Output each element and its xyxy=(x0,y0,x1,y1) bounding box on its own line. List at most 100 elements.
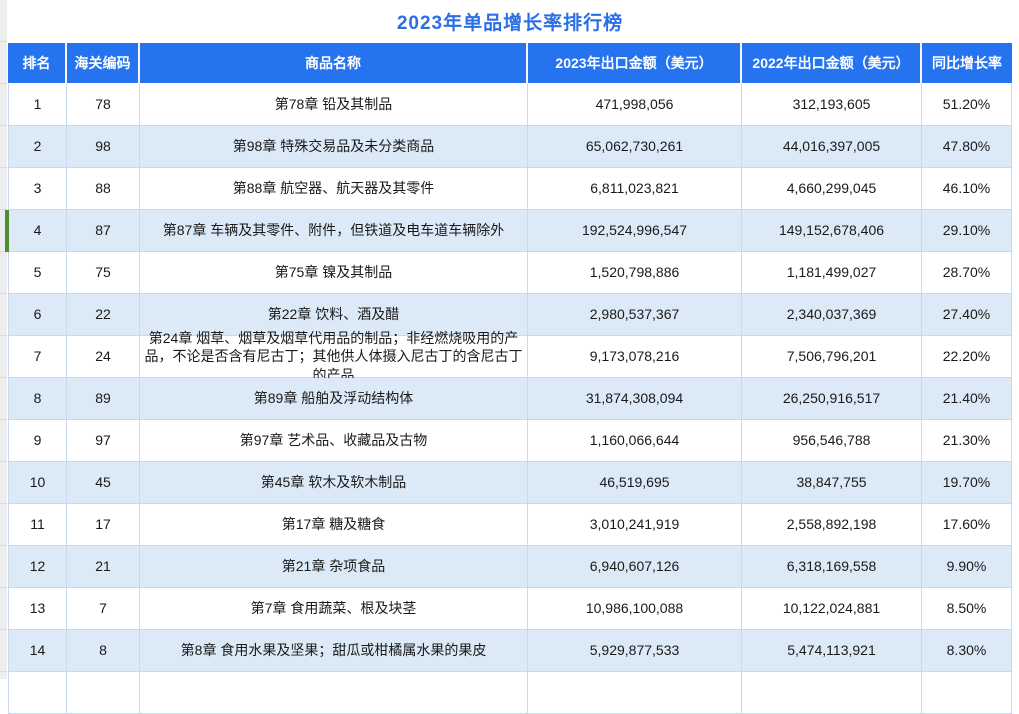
cell-growth-rate[interactable]: 22.20% xyxy=(922,336,1012,378)
table-row[interactable]: 9 97 第97章 艺术品、收藏品及古物 1,160,066,644 956,5… xyxy=(8,420,1012,462)
cell-rank[interactable]: 9 xyxy=(8,420,67,462)
cell-growth-rate[interactable]: 17.60% xyxy=(922,504,1012,546)
cell-export-2022[interactable]: 312,193,605 xyxy=(742,84,922,126)
cell-hs-code[interactable]: 88 xyxy=(67,168,140,210)
cell-product-name[interactable]: 第21章 杂项食品 xyxy=(140,546,528,588)
cell-hs-code[interactable]: 98 xyxy=(67,126,140,168)
table-row[interactable]: 7 24 第24章 烟草、烟草及烟草代用品的制品；非经燃烧吸用的产品，不论是否含… xyxy=(8,330,1012,383)
cell-hs-code[interactable] xyxy=(67,672,140,714)
cell-export-2023[interactable]: 5,929,877,533 xyxy=(528,630,742,672)
cell-rank[interactable]: 10 xyxy=(8,462,67,504)
cell-export-2022[interactable]: 44,016,397,005 xyxy=(742,126,922,168)
cell-export-2023[interactable]: 6,811,023,821 xyxy=(528,168,742,210)
cell-product-name[interactable] xyxy=(140,672,528,714)
cell-growth-rate[interactable]: 47.80% xyxy=(922,126,1012,168)
cell-product-name[interactable]: 第75章 镍及其制品 xyxy=(140,252,528,294)
cell-export-2022[interactable]: 956,546,788 xyxy=(742,420,922,462)
cell-hs-code[interactable]: 22 xyxy=(67,294,140,336)
table-row[interactable]: 3 88 第88章 航空器、航天器及其零件 6,811,023,821 4,66… xyxy=(8,168,1012,210)
cell-hs-code[interactable]: 24 xyxy=(67,336,140,378)
cell-rank[interactable]: 1 xyxy=(8,84,67,126)
cell-export-2023[interactable]: 192,524,996,547 xyxy=(528,210,742,252)
header-cell-export-2022[interactable]: 2022年出口金额（美元） xyxy=(742,43,922,83)
cell-export-2022[interactable]: 26,250,916,517 xyxy=(742,378,922,420)
cell-hs-code[interactable]: 97 xyxy=(67,420,140,462)
cell-hs-code[interactable]: 89 xyxy=(67,378,140,420)
cell-growth-rate[interactable]: 8.50% xyxy=(922,588,1012,630)
cell-export-2023[interactable]: 1,160,066,644 xyxy=(528,420,742,462)
cell-export-2023[interactable]: 471,998,056 xyxy=(528,84,742,126)
header-cell-export-2023[interactable]: 2023年出口金额（美元） xyxy=(528,43,742,83)
cell-hs-code[interactable]: 17 xyxy=(67,504,140,546)
cell-hs-code[interactable]: 21 xyxy=(67,546,140,588)
cell-export-2023[interactable] xyxy=(528,672,742,714)
table-row[interactable]: 6 22 第22章 饮料、酒及醋 2,980,537,367 2,340,037… xyxy=(8,294,1012,336)
cell-export-2022[interactable]: 1,181,499,027 xyxy=(742,252,922,294)
cell-export-2023[interactable]: 46,519,695 xyxy=(528,462,742,504)
cell-export-2022[interactable] xyxy=(742,672,922,714)
table-row[interactable]: 10 45 第45章 软木及软木制品 46,519,695 38,847,755… xyxy=(8,462,1012,504)
cell-hs-code[interactable]: 78 xyxy=(67,84,140,126)
cell-rank[interactable]: 3 xyxy=(8,168,67,210)
cell-product-name[interactable]: 第89章 船舶及浮动结构体 xyxy=(140,378,528,420)
table-row[interactable]: 13 7 第7章 食用蔬菜、根及块茎 10,986,100,088 10,122… xyxy=(8,588,1012,630)
cell-export-2022[interactable]: 2,340,037,369 xyxy=(742,294,922,336)
cell-growth-rate[interactable]: 9.90% xyxy=(922,546,1012,588)
cell-hs-code[interactable]: 75 xyxy=(67,252,140,294)
cell-rank[interactable] xyxy=(8,672,67,714)
table-row[interactable]: 12 21 第21章 杂项食品 6,940,607,126 6,318,169,… xyxy=(8,546,1012,588)
cell-rank[interactable]: 13 xyxy=(8,588,67,630)
cell-growth-rate[interactable]: 21.30% xyxy=(922,420,1012,462)
cell-hs-code[interactable]: 7 xyxy=(67,588,140,630)
header-cell-growth-rate[interactable]: 同比增长率 xyxy=(922,43,1012,83)
table-row[interactable]: 1 78 第78章 铅及其制品 471,998,056 312,193,605 … xyxy=(8,84,1012,126)
cell-hs-code[interactable]: 87 xyxy=(67,210,140,252)
cell-export-2023[interactable]: 10,986,100,088 xyxy=(528,588,742,630)
cell-product-name[interactable]: 第22章 饮料、酒及醋 xyxy=(140,294,528,336)
cell-export-2022[interactable]: 6,318,169,558 xyxy=(742,546,922,588)
cell-rank[interactable]: 11 xyxy=(8,504,67,546)
table-row[interactable]: 5 75 第75章 镍及其制品 1,520,798,886 1,181,499,… xyxy=(8,252,1012,294)
cell-rank[interactable]: 4 xyxy=(8,210,67,252)
cell-growth-rate[interactable]: 27.40% xyxy=(922,294,1012,336)
cell-product-name[interactable]: 第17章 糖及糖食 xyxy=(140,504,528,546)
table-row[interactable]: 11 17 第17章 糖及糖食 3,010,241,919 2,558,892,… xyxy=(8,504,1012,546)
cell-product-name[interactable]: 第78章 铅及其制品 xyxy=(140,84,528,126)
cell-growth-rate[interactable]: 19.70% xyxy=(922,462,1012,504)
cell-export-2023[interactable]: 65,062,730,261 xyxy=(528,126,742,168)
cell-export-2023[interactable]: 1,520,798,886 xyxy=(528,252,742,294)
cell-rank[interactable]: 7 xyxy=(8,336,67,378)
cell-growth-rate[interactable]: 51.20% xyxy=(922,84,1012,126)
header-cell-rank[interactable]: 排名 xyxy=(8,43,67,83)
cell-export-2023[interactable]: 6,940,607,126 xyxy=(528,546,742,588)
cell-growth-rate[interactable] xyxy=(922,672,1012,714)
table-row-partial[interactable] xyxy=(8,672,1012,714)
cell-export-2023[interactable]: 9,173,078,216 xyxy=(528,336,742,378)
cell-product-name[interactable]: 第7章 食用蔬菜、根及块茎 xyxy=(140,588,528,630)
cell-growth-rate[interactable]: 28.70% xyxy=(922,252,1012,294)
cell-rank[interactable]: 5 xyxy=(8,252,67,294)
cell-export-2023[interactable]: 2,980,537,367 xyxy=(528,294,742,336)
cell-hs-code[interactable]: 8 xyxy=(67,630,140,672)
cell-growth-rate[interactable]: 46.10% xyxy=(922,168,1012,210)
cell-product-name[interactable]: 第45章 软木及软木制品 xyxy=(140,462,528,504)
table-row[interactable]: 2 98 第98章 特殊交易品及未分类商品 65,062,730,261 44,… xyxy=(8,126,1012,168)
cell-product-name[interactable]: 第24章 烟草、烟草及烟草代用品的制品；非经燃烧吸用的产品，不论是否含有尼古丁；… xyxy=(140,330,528,383)
header-cell-product-name[interactable]: 商品名称 xyxy=(140,43,528,83)
cell-export-2022[interactable]: 2,558,892,198 xyxy=(742,504,922,546)
cell-hs-code[interactable]: 45 xyxy=(67,462,140,504)
cell-export-2022[interactable]: 149,152,678,406 xyxy=(742,210,922,252)
cell-growth-rate[interactable]: 29.10% xyxy=(922,210,1012,252)
cell-product-name[interactable]: 第97章 艺术品、收藏品及古物 xyxy=(140,420,528,462)
header-cell-hs-code[interactable]: 海关编码 xyxy=(67,43,140,83)
table-row[interactable]: 4 87 第87章 车辆及其零件、附件，但铁道及电车道车辆除外 192,524,… xyxy=(5,210,1012,252)
cell-rank[interactable]: 8 xyxy=(8,378,67,420)
cell-growth-rate[interactable]: 8.30% xyxy=(922,630,1012,672)
cell-export-2022[interactable]: 4,660,299,045 xyxy=(742,168,922,210)
cell-rank[interactable]: 6 xyxy=(8,294,67,336)
cell-export-2023[interactable]: 31,874,308,094 xyxy=(528,378,742,420)
table-row[interactable]: 14 8 第8章 食用水果及坚果；甜瓜或柑橘属水果的果皮 5,929,877,5… xyxy=(8,630,1012,672)
cell-growth-rate[interactable]: 21.40% xyxy=(922,378,1012,420)
cell-export-2022[interactable]: 38,847,755 xyxy=(742,462,922,504)
table-row[interactable]: 8 89 第89章 船舶及浮动结构体 31,874,308,094 26,250… xyxy=(8,378,1012,420)
